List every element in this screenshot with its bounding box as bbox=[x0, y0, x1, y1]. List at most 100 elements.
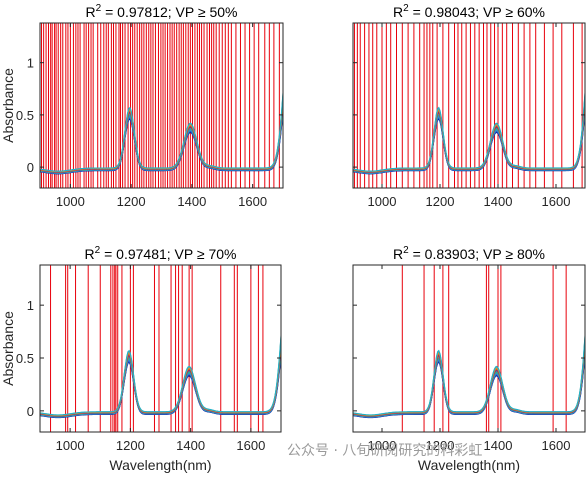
spectrum-line bbox=[353, 345, 585, 417]
chart-title: R2 = 0.97481; VP ≥ 70% bbox=[85, 245, 237, 262]
spectrum-line bbox=[353, 104, 585, 174]
spectrum-line bbox=[353, 348, 585, 418]
spectrum-line bbox=[353, 94, 585, 172]
x-tick-label: 1400 bbox=[484, 438, 513, 453]
spectrum-line bbox=[40, 345, 281, 417]
spectrum-line bbox=[353, 354, 585, 419]
spectrum-line bbox=[40, 92, 283, 172]
y-tick-label: 0.5 bbox=[16, 351, 34, 366]
spectrum-line bbox=[40, 354, 281, 419]
spectrum-line bbox=[353, 344, 585, 417]
spectrum-line bbox=[40, 99, 283, 173]
spectrum-line bbox=[40, 337, 281, 416]
chart-panel-4: 1000 1200 1400 1600 R2 = 0.83903; VP ≥ 80% Wa… bbox=[352, 245, 586, 473]
spectrum-line bbox=[40, 94, 283, 172]
y-tick-label: 0.5 bbox=[16, 108, 34, 123]
plot-area bbox=[40, 23, 283, 188]
spectrum-line bbox=[40, 105, 283, 174]
chart-title: R2 = 0.98043; VP ≥ 60% bbox=[393, 3, 545, 20]
y-axis-label: Absorbance bbox=[0, 68, 16, 143]
x-tick-label: 1200 bbox=[426, 194, 455, 209]
chart-title: R2 = 0.83903; VP ≥ 80% bbox=[393, 245, 545, 262]
axes-box bbox=[39, 22, 284, 189]
spectrum-line bbox=[40, 339, 281, 417]
x-tick-label: 1600 bbox=[542, 194, 571, 209]
spectrum-line bbox=[353, 338, 585, 416]
axes-box bbox=[352, 22, 586, 189]
x-tick-label: 1600 bbox=[238, 194, 267, 209]
spectrum-line bbox=[40, 95, 283, 173]
spectrum-line bbox=[40, 104, 283, 174]
y-tick-label: 0 bbox=[27, 404, 34, 419]
y-axis-label: Absorbance bbox=[0, 311, 16, 386]
spectrum-line bbox=[353, 342, 585, 417]
spectrum-line bbox=[40, 109, 283, 175]
spectrum-line bbox=[353, 339, 585, 417]
spectrum-line bbox=[353, 92, 585, 172]
spectrum-line bbox=[353, 107, 585, 174]
spectrum-line bbox=[40, 335, 281, 416]
spectrum-line bbox=[40, 342, 281, 417]
x-tick-label: 1400 bbox=[484, 194, 513, 209]
x-tick-label: 1600 bbox=[236, 438, 265, 453]
x-tick-label: 1000 bbox=[368, 438, 397, 453]
spectrum-line bbox=[40, 352, 281, 418]
spectrum-line bbox=[353, 341, 585, 417]
x-tick-label: 1600 bbox=[542, 438, 571, 453]
spectrum-line bbox=[353, 337, 585, 416]
spectrum-line bbox=[40, 348, 281, 418]
x-tick-label: 1000 bbox=[56, 438, 85, 453]
spectrum-line bbox=[40, 350, 281, 418]
spectrum-line bbox=[353, 335, 585, 416]
spectrum-line bbox=[353, 95, 585, 173]
watermark-text: 公众号 · 八旬研阅研究的科彩虹 bbox=[287, 443, 483, 459]
spectrum-line bbox=[40, 341, 281, 417]
spectrum-line bbox=[40, 102, 283, 174]
x-axis-label: Wavelength(nm) bbox=[418, 457, 520, 473]
chart-panel-3: 1000 1200 1400 1600 0 0.5 1 R2 = 0.97481; VP ≥ … bbox=[0, 245, 282, 473]
spectrum-line bbox=[353, 111, 585, 175]
spectrum-line bbox=[353, 97, 585, 173]
spectrum-line bbox=[40, 344, 281, 417]
spectrum-line bbox=[353, 99, 585, 173]
x-tick-label: 1200 bbox=[116, 438, 145, 453]
spectrum-line bbox=[40, 101, 283, 173]
spectrum-line bbox=[353, 347, 585, 418]
x-tick-label: 1000 bbox=[56, 194, 85, 209]
spectrum-line bbox=[353, 351, 585, 418]
spectrum-line bbox=[353, 350, 585, 418]
chart-panel-2: 1000 1200 1400 1600 R2 = 0.98043; VP ≥ 60% bbox=[352, 3, 586, 209]
chart-panel-1: 1000 1200 1400 1600 0 0.5 1 R2 = 0.97812; VP ≥ … bbox=[0, 3, 284, 209]
spectrum-line bbox=[40, 111, 283, 175]
spectrum-line bbox=[40, 347, 281, 418]
spectrum-line bbox=[40, 97, 283, 173]
axes-box bbox=[39, 264, 282, 433]
x-tick-label: 1200 bbox=[426, 438, 455, 453]
y-tick-label: 1 bbox=[27, 298, 34, 313]
spectrum-line bbox=[353, 101, 585, 173]
spectrum-line bbox=[40, 108, 283, 174]
axes-box bbox=[352, 264, 586, 433]
spectrum-line bbox=[40, 98, 283, 173]
spectrum-line bbox=[40, 338, 281, 416]
chart-title: R2 = 0.97812; VP ≥ 50% bbox=[86, 3, 238, 20]
spectrum-line bbox=[353, 98, 585, 173]
plot-area bbox=[353, 265, 585, 432]
plot-area bbox=[353, 23, 585, 188]
spectrum-line bbox=[353, 105, 585, 174]
x-tick-label: 1400 bbox=[177, 194, 206, 209]
spectrum-line bbox=[353, 109, 585, 175]
x-tick-label: 1400 bbox=[176, 438, 205, 453]
plot-area bbox=[40, 265, 281, 432]
x-tick-label: 1000 bbox=[368, 194, 397, 209]
x-tick-label: 1200 bbox=[117, 194, 146, 209]
spectrum-line bbox=[40, 351, 281, 418]
spectrum-line bbox=[353, 102, 585, 174]
y-tick-label: 1 bbox=[27, 56, 34, 71]
spectrum-line bbox=[353, 108, 585, 174]
y-tick-label: 0 bbox=[27, 160, 34, 175]
spectrum-line bbox=[40, 107, 283, 174]
spectrum-line bbox=[353, 352, 585, 418]
x-axis-label: Wavelength(nm) bbox=[109, 457, 211, 473]
